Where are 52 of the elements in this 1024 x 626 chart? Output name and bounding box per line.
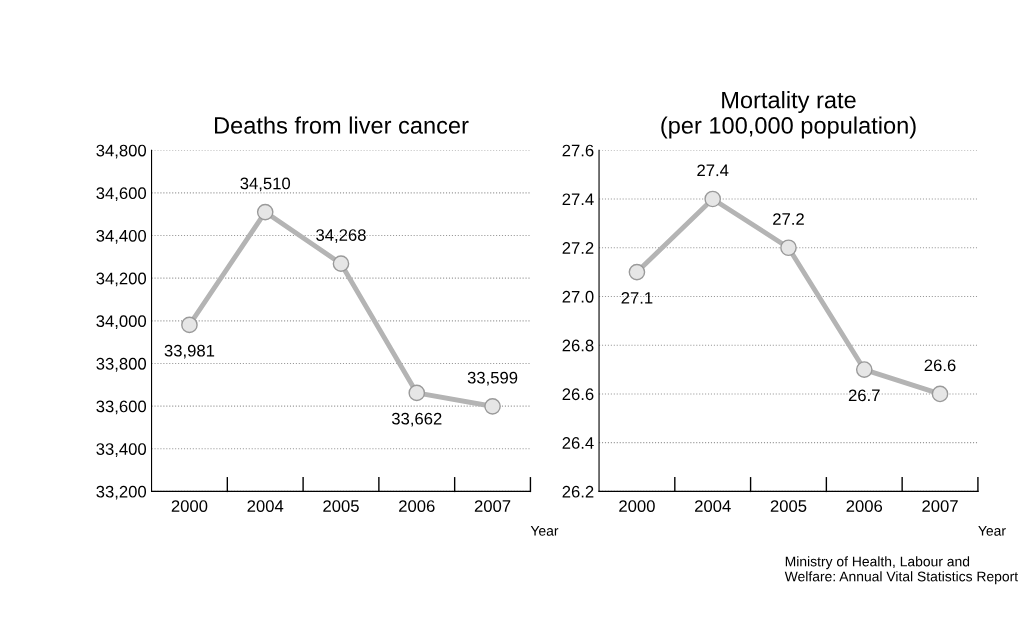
x-tick-label: 2007 [474,500,511,512]
x-tick-label: 2004 [247,500,284,512]
y-tick-label: 27.4 [562,193,594,206]
point [628,263,646,281]
y-tick-label: 33,400 [96,443,147,457]
y-tick-label: 33,200 [96,485,147,500]
point [408,384,426,402]
data-label: 34,268 [316,229,366,243]
x-tick-label: 2000 [171,500,208,512]
point [931,385,949,403]
point [256,203,274,221]
data-label: 27.2 [773,213,804,225]
x-tick-label: 2004 [695,500,731,512]
data-label: 27.4 [697,164,729,177]
data-label: 33,599 [467,371,518,386]
data-label: 26.7 [848,389,880,402]
data-label: 26.6 [924,359,956,372]
point [332,255,350,273]
y-tick-label: 27.2 [562,242,594,254]
y-tick-label: 27.6 [562,144,594,157]
x-tick-label: 2006 [399,500,435,512]
point [855,361,873,378]
x-tick-label: 2007 [922,500,958,512]
point [484,397,501,415]
data-label: 33,981 [164,344,215,359]
data-label: 33,662 [391,412,442,427]
x-axis-title: Year [978,526,1006,536]
point [704,190,722,208]
y-tick-label: 27.0 [562,290,594,303]
point [780,239,797,257]
data-label: 27.1 [621,291,653,304]
text: Ministry of Health, Labour and Welfare: Annual Vital Statistics Report [784,556,1019,585]
x-tick-label: 2005 [770,500,807,512]
point [181,316,198,334]
y-tick-label: 26.6 [562,388,594,401]
y-tick-label: 34,400 [96,229,147,244]
y-tick-label: 33,800 [96,357,147,372]
x-tick-label: 2005 [323,500,359,512]
data-label: 34,510 [240,177,291,192]
y-tick-label: 34,600 [96,187,147,202]
chart-title: Mortality rate (per 100,000 population) [661,91,916,139]
x-tick-label: 2000 [619,500,655,512]
y-tick-label: 34,200 [96,272,147,287]
x-tick-label: 2006 [846,500,883,512]
x-axis-title: Year [530,526,559,536]
y-tick-label: 34,800 [96,144,147,159]
y-tick-label: 26.8 [562,339,594,352]
y-tick-label: 26.2 [562,485,594,498]
y-tick-label: 33,600 [96,400,147,415]
y-tick-label: 34,000 [96,315,147,329]
chart-title: Deaths from liver cancer [215,116,469,134]
y-tick-label: 26.4 [562,437,594,449]
